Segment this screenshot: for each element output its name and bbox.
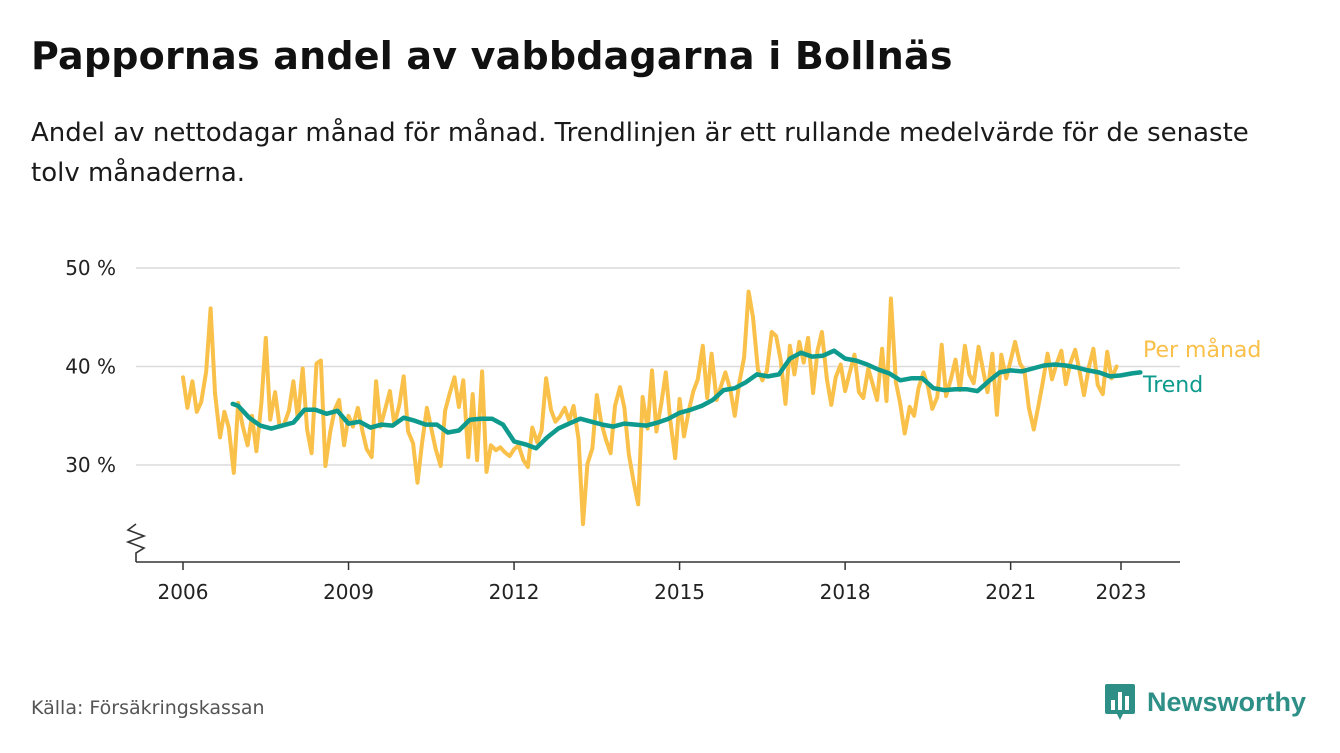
series-label-trend: Trend xyxy=(1142,373,1203,398)
x-tick-label: 2012 xyxy=(489,580,540,604)
x-tick-label: 2009 xyxy=(323,580,374,604)
y-tick-label: 30 % xyxy=(65,453,116,477)
axis-layer: 30 % 40 % 50 % 2006 2009 2012 2015 2018 2021 2023 xyxy=(65,256,1180,604)
x-tick-label: 2018 xyxy=(820,580,871,604)
x-tick-label: 2023 xyxy=(1096,580,1147,604)
y-tick-label: 40 % xyxy=(65,355,116,379)
page-title: Pappornas andel av vabbdagarna i Bollnäs xyxy=(31,34,953,78)
series-line-trend xyxy=(230,348,1143,451)
x-tick-label: 2006 xyxy=(158,580,209,604)
grid-layer xyxy=(136,267,1180,466)
x-tick-label: 2015 xyxy=(654,580,705,604)
brand-name: Newsworthy xyxy=(1147,686,1307,717)
axis-break-icon xyxy=(125,523,147,562)
page-subtitle: Andel av nettodagar månad för månad. Tre… xyxy=(31,118,1249,188)
label-layer: Per månad Trend xyxy=(1142,337,1261,398)
bar-chart-icon xyxy=(1105,684,1135,720)
series-label-monthly: Per månad xyxy=(1143,337,1261,363)
series-line-monthly xyxy=(181,289,1119,527)
x-tick-label: 2021 xyxy=(985,580,1036,604)
y-tick-label: 50 % xyxy=(65,256,116,280)
series-layer xyxy=(181,289,1143,527)
brand-logo: Newsworthy xyxy=(1103,682,1306,722)
source-note: Källa: Försäkringskassan xyxy=(31,697,265,719)
